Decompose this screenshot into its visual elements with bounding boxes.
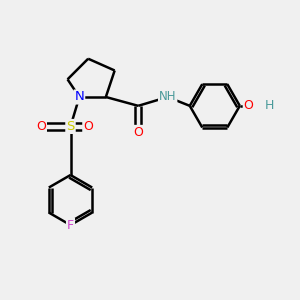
Text: O: O [36, 120, 46, 133]
Text: O: O [83, 120, 93, 133]
Text: N: N [74, 91, 84, 103]
Text: O: O [133, 126, 143, 139]
Text: H: H [265, 99, 274, 112]
Text: S: S [66, 120, 75, 133]
Text: F: F [67, 219, 74, 232]
Text: O: O [244, 99, 254, 112]
Text: NH: NH [159, 91, 176, 103]
